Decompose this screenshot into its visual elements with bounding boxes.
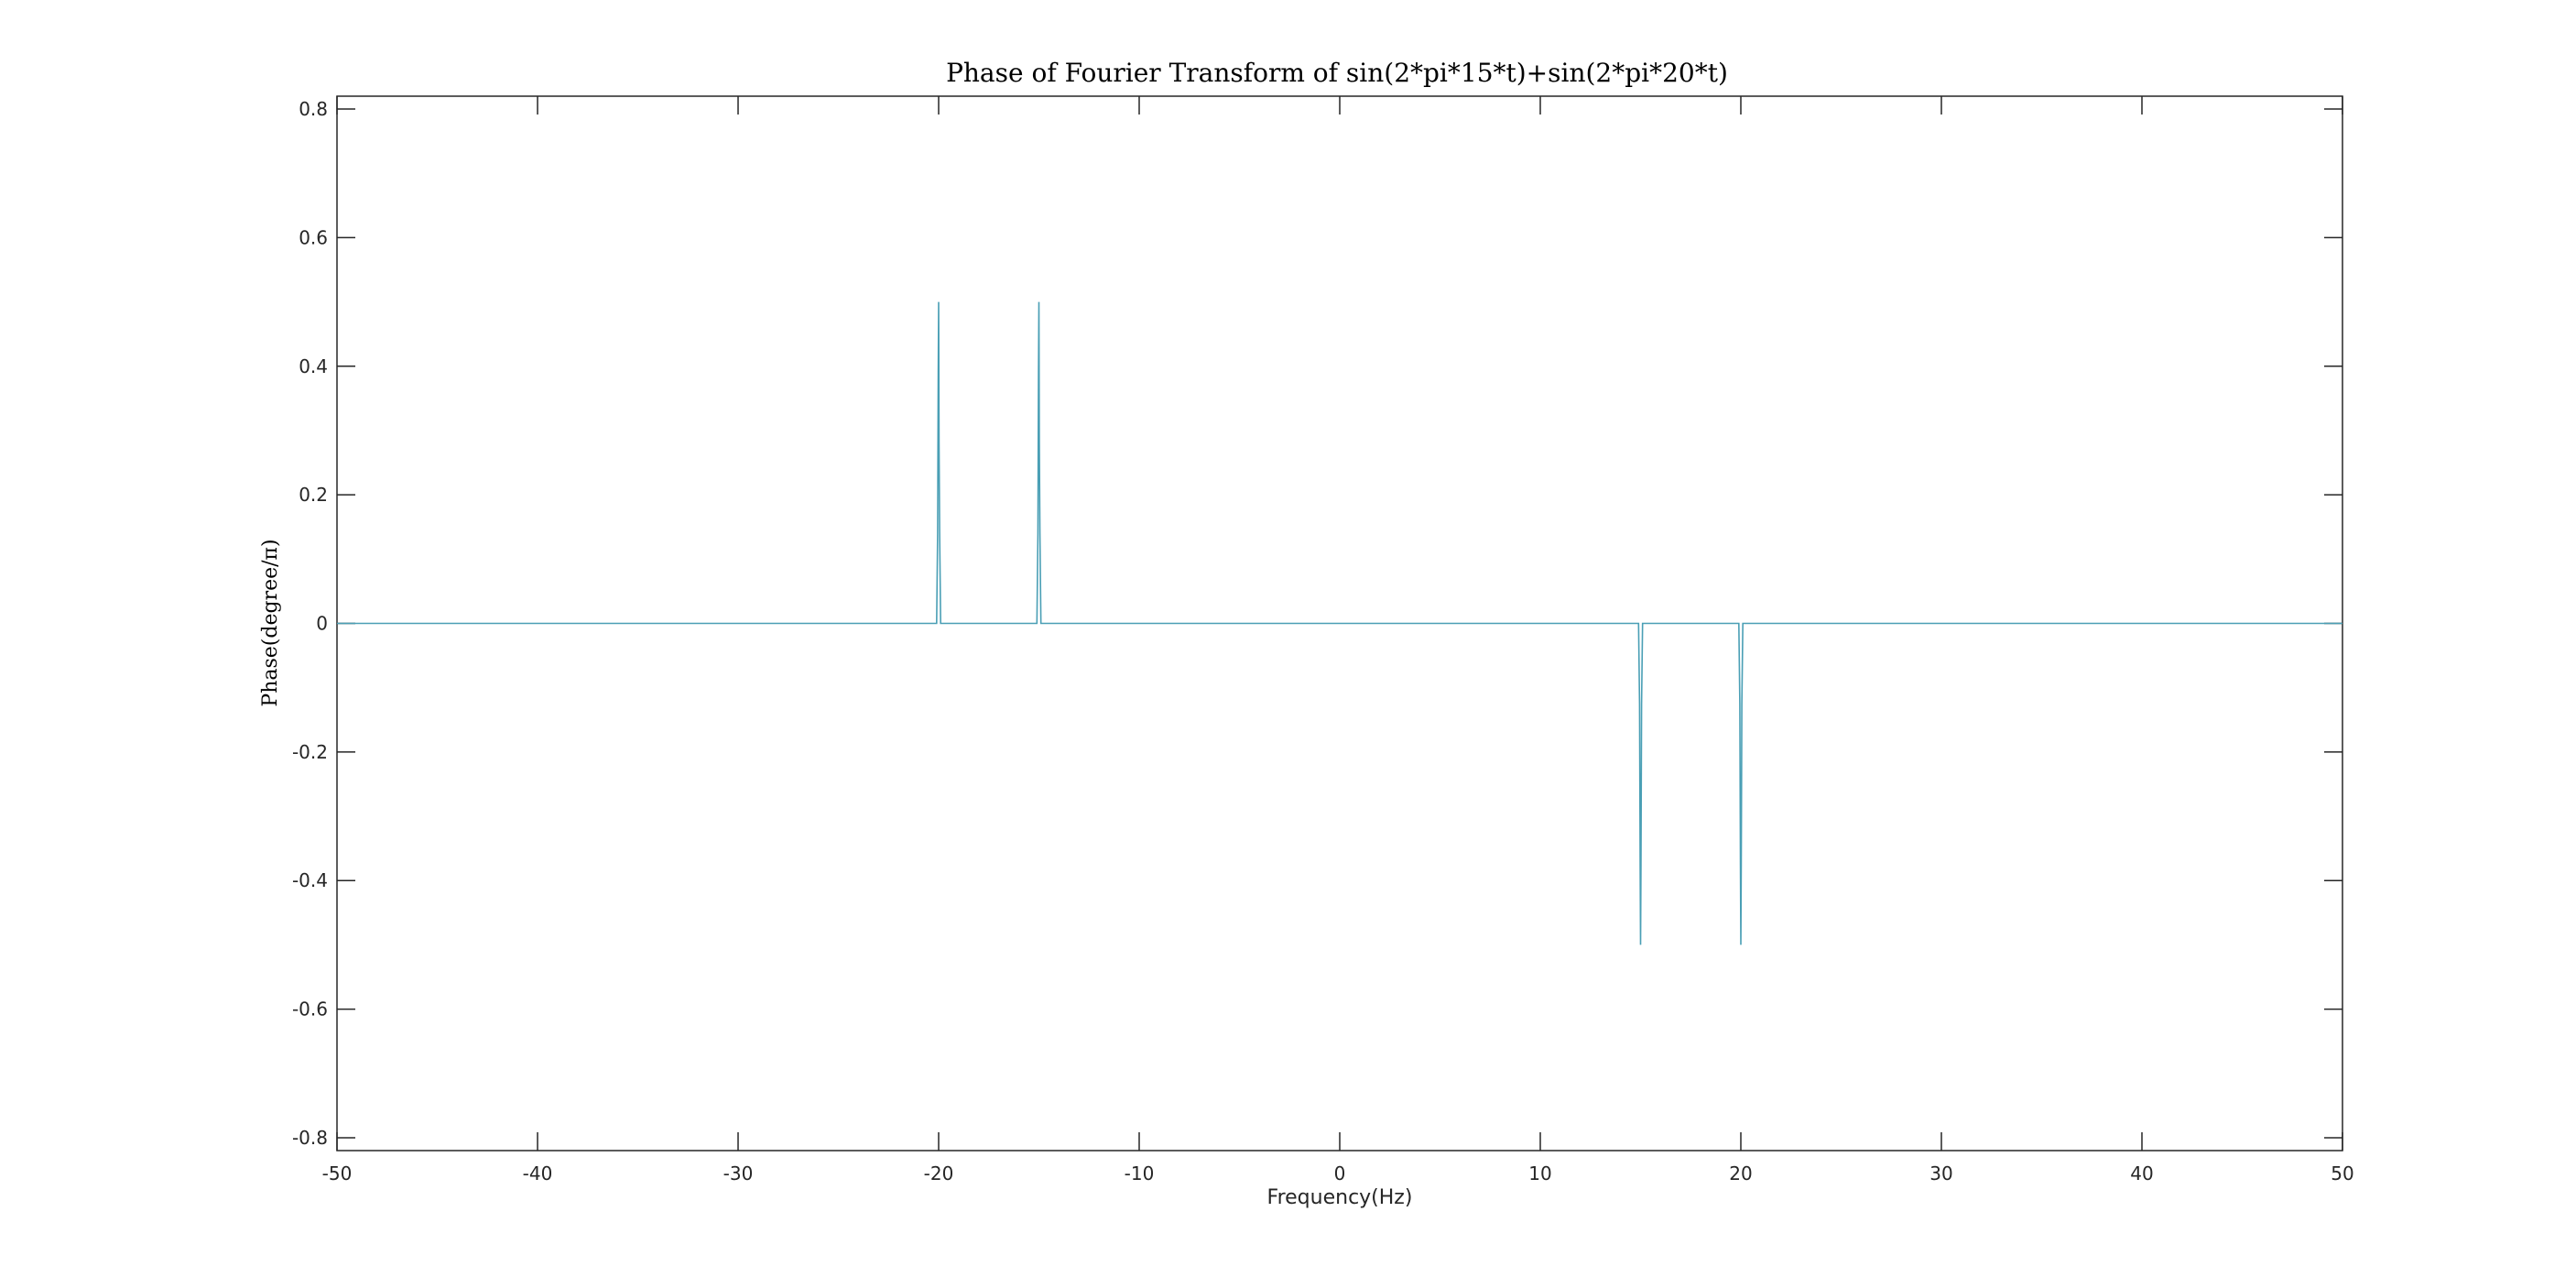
x-tick-label: 10: [1528, 1162, 1551, 1184]
chart-title: Phase of Fourier Transform of sin(2*pi*1…: [946, 58, 1728, 88]
y-tick-label: -0.8: [292, 1127, 328, 1149]
y-tick-label: -0.4: [292, 869, 328, 891]
y-tick-label: -0.6: [292, 999, 328, 1021]
x-tick-label: 20: [1729, 1162, 1752, 1184]
x-tick-label: 0: [1334, 1162, 1346, 1184]
y-axis: 0.8 0.6 0.4 0.2 0 -0.2 -0.4 -0.6 -0.8: [292, 98, 2342, 1149]
x-tick-label: -50: [322, 1162, 353, 1184]
x-tick-label: -40: [523, 1162, 553, 1184]
y-tick-label: -0.2: [292, 741, 328, 763]
y-tick-label: 0.6: [299, 226, 328, 248]
y-axis-label: Phase(degree/π): [259, 539, 282, 706]
x-tick-label: -30: [723, 1162, 754, 1184]
y-tick-label: 0.2: [299, 484, 328, 506]
y-tick-label: 0.4: [299, 355, 328, 377]
x-tick-label: 30: [1929, 1162, 1952, 1184]
y-tick-label: 0.8: [299, 98, 328, 120]
x-tick-label: 50: [2331, 1162, 2353, 1184]
y-tick-label: 0: [316, 613, 328, 635]
x-tick-label: -10: [1125, 1162, 1155, 1184]
x-axis: -50 -40 -30 -20 -10 0 10 20 30 40 50: [322, 96, 2354, 1184]
series-line: [337, 301, 2342, 945]
x-tick-label: -20: [924, 1162, 954, 1184]
x-axis-label: Frequency(Hz): [1267, 1186, 1413, 1209]
x-tick-label: 40: [2130, 1162, 2153, 1184]
